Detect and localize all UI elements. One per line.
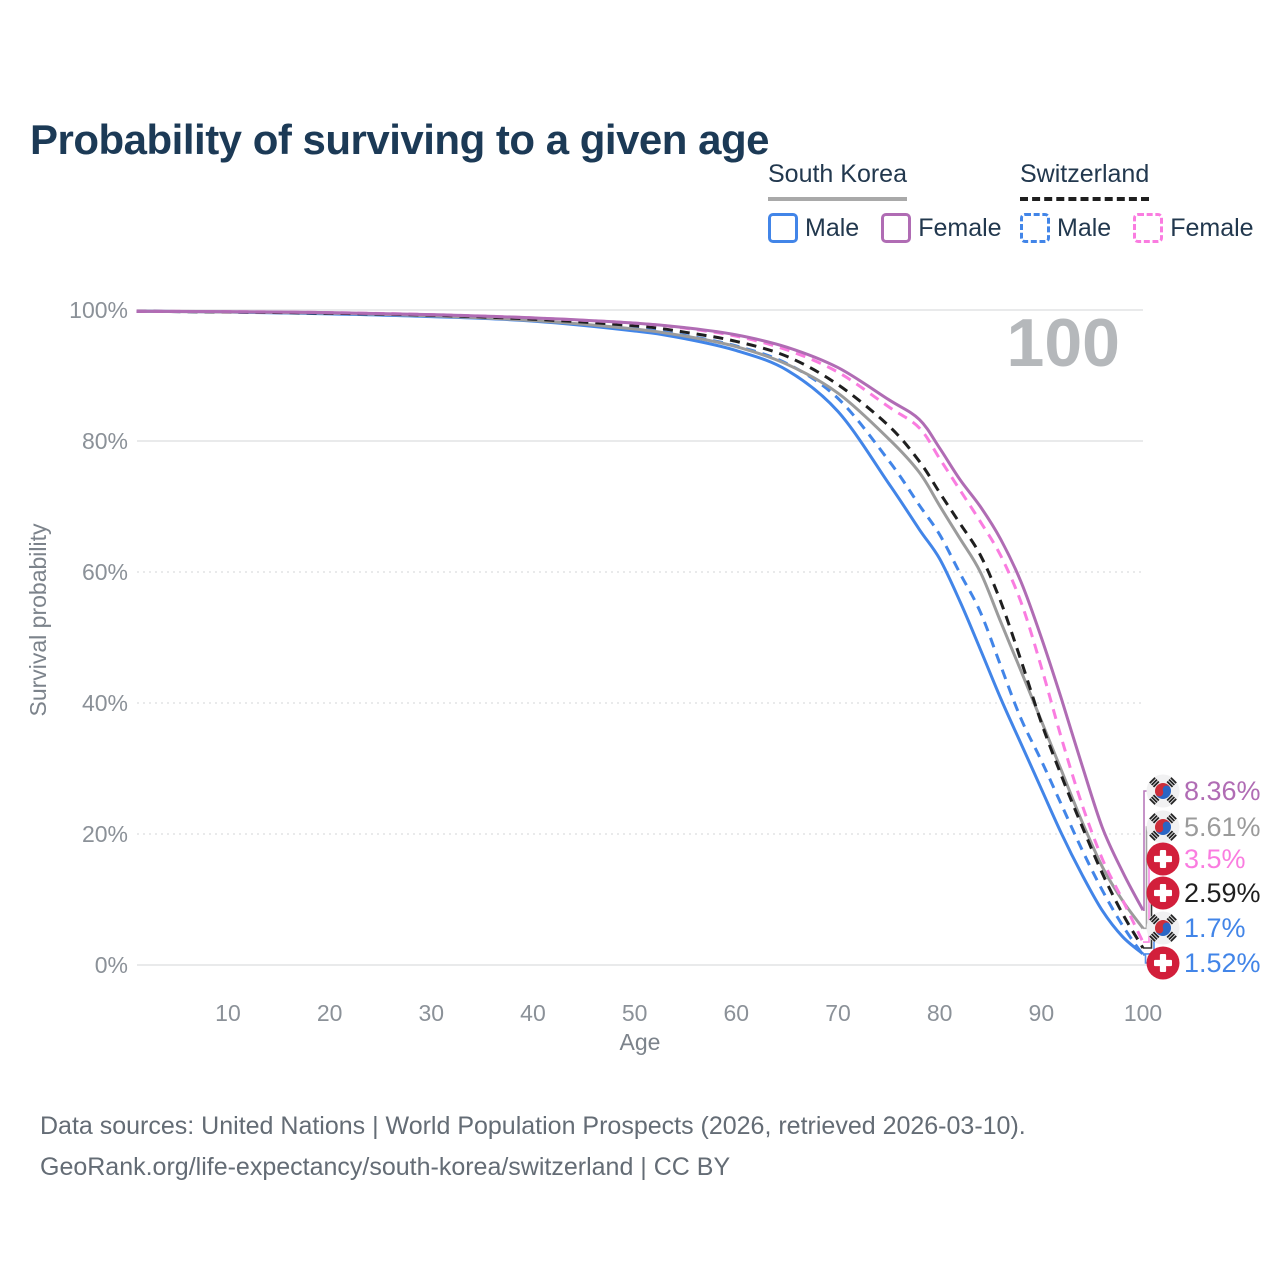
series-line-switzerland-male[interactable] (136, 309, 1145, 956)
x-tick-label: 100 (1124, 1000, 1162, 1026)
legend-items-south-korea: Male Female (768, 213, 1002, 243)
y-tick-label: 20% (82, 821, 128, 847)
end-value-label-switzerland-female[interactable]: 3.5% (1184, 844, 1246, 874)
legend-group-switzerland: Switzerland Male Female (1020, 160, 1260, 243)
legend-item-switzerland-female[interactable]: Female (1133, 213, 1254, 243)
end-value-label-switzerland-male[interactable]: 1.52% (1184, 948, 1261, 978)
survival-chart[interactable]: 0% 20% 40% 60% 80% 100% 10 20 30 40 50 60 70 80 90 100 A… (0, 0, 1280, 1080)
switzerland-flag-icon (1146, 842, 1180, 876)
end-label-connector-south-korea-female (1143, 790, 1147, 911)
end-label-connector-switzerland-male (1143, 954, 1147, 964)
y-tick-label: 100% (69, 297, 128, 323)
x-tick-label: 30 (419, 1000, 445, 1026)
series-line-switzerland-both-sexes[interactable] (136, 309, 1145, 949)
y-axis-title: Survival probability (25, 523, 51, 717)
end-value-label-south-korea-female[interactable]: 8.36% (1184, 776, 1261, 806)
legend-country-switzerland[interactable]: Switzerland (1020, 160, 1150, 201)
y-tick-label: 40% (82, 690, 128, 716)
series-line-switzerland-female[interactable] (136, 309, 1145, 943)
legend-item-label: Male (1057, 213, 1112, 242)
x-tick-label: 90 (1029, 1000, 1055, 1026)
south-korea-flag-icon (1146, 810, 1180, 844)
series-line-south-korea-female[interactable] (136, 309, 1145, 911)
x-tick-label: 10 (215, 1000, 241, 1026)
legend-item-label: Female (1170, 213, 1254, 242)
legend-group-south-korea: South Korea Male Female (768, 160, 1002, 243)
female-dashed-swatch-icon (1133, 213, 1164, 243)
legend-item-label: Female (918, 213, 1002, 242)
switzerland-flag-icon (1146, 946, 1180, 980)
x-tick-label: 70 (825, 1000, 851, 1026)
end-value-label-switzerland-both-sexes[interactable]: 2.59% (1184, 878, 1261, 908)
data-sources-line: Data sources: United Nations | World Pop… (40, 1112, 1026, 1140)
end-value-label-south-korea-both-sexes[interactable]: 5.61% (1184, 812, 1261, 842)
chart-footer: Data sources: United Nations | World Pop… (40, 1106, 1026, 1188)
legend-item-switzerland-male[interactable]: Male (1020, 213, 1111, 243)
male-dashed-swatch-icon (1020, 213, 1050, 243)
male-swatch-icon (768, 213, 798, 243)
legend-item-south-korea-female[interactable]: Female (881, 213, 1002, 243)
hover-age-watermark: 100 (1007, 305, 1120, 381)
series-line-south-korea-both-sexes[interactable] (136, 309, 1145, 930)
page-title: Probability of surviving to a given age (30, 116, 769, 164)
end-value-label-south-korea-male[interactable]: 1.7% (1184, 913, 1246, 943)
south-korea-flag-icon (1146, 774, 1180, 808)
x-tick-label: 60 (724, 1000, 750, 1026)
y-tick-label: 60% (82, 559, 128, 585)
legend-item-south-korea-male[interactable]: Male (768, 213, 859, 243)
legend-items-switzerland: Male Female (1020, 213, 1260, 243)
legend-item-label: Male (805, 213, 860, 242)
south-korea-flag-icon (1146, 911, 1180, 945)
x-tick-label: 20 (317, 1000, 343, 1026)
x-axis-title: Age (620, 1029, 661, 1055)
x-tick-label: 40 (520, 1000, 546, 1026)
series-line-south-korea-male[interactable] (136, 309, 1144, 956)
switzerland-flag-icon (1146, 876, 1180, 910)
female-swatch-icon (881, 213, 912, 243)
x-tick-label: 80 (927, 1000, 953, 1026)
legend-country-south-korea[interactable]: South Korea (768, 160, 907, 201)
y-tick-label: 0% (95, 952, 128, 978)
x-tick-label: 50 (622, 1000, 648, 1026)
y-tick-label: 80% (82, 428, 128, 454)
attribution-line: GeoRank.org/life-expectancy/south-korea/… (40, 1153, 731, 1181)
